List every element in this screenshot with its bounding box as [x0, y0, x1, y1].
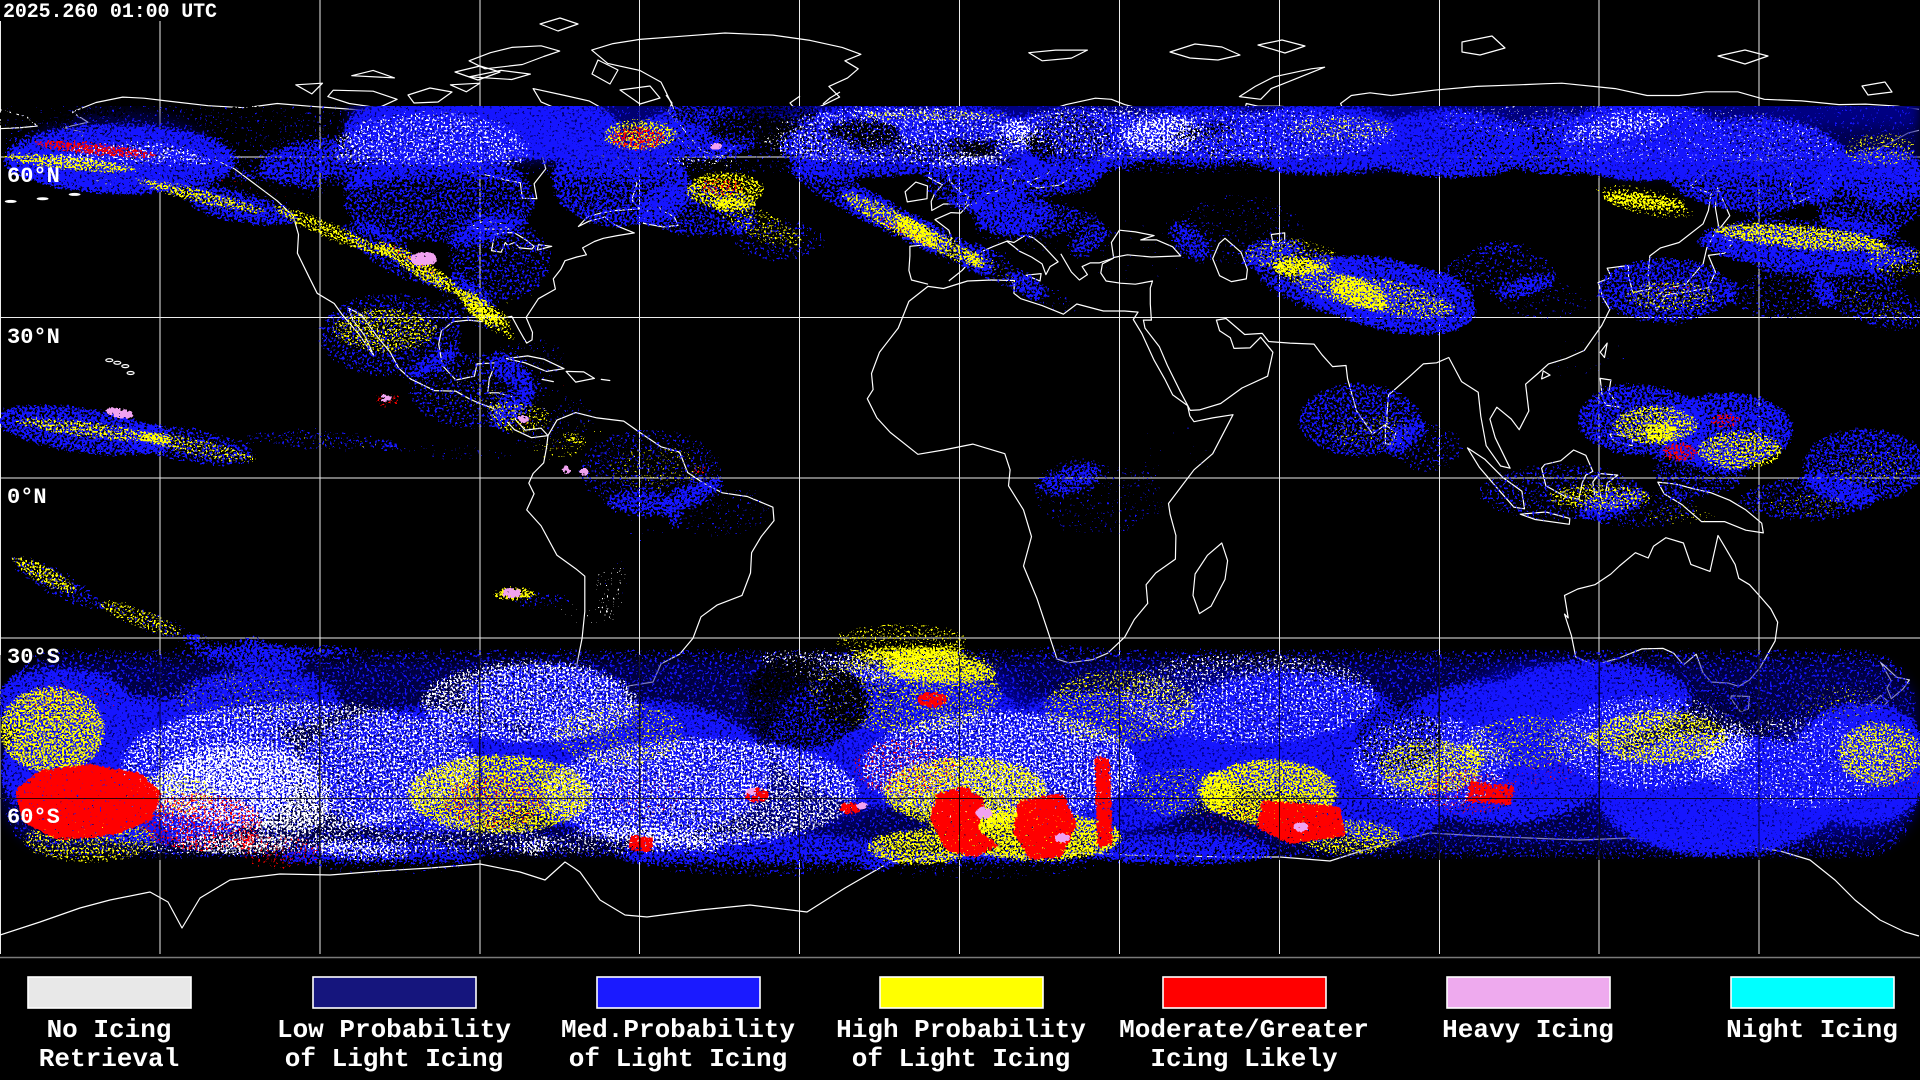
svg-text:Low Probability: Low Probability [277, 1015, 511, 1045]
svg-text:0°N: 0°N [7, 485, 47, 510]
svg-text:30°N: 30°N [7, 325, 60, 350]
svg-text:60°S: 60°S [7, 805, 60, 830]
svg-text:Moderate/Greater: Moderate/Greater [1119, 1015, 1369, 1045]
svg-text:Med.Probability: Med.Probability [561, 1015, 795, 1045]
svg-text:High Probability: High Probability [836, 1015, 1086, 1045]
svg-text:No Icing: No Icing [47, 1015, 172, 1045]
svg-text:of Light Icing: of Light Icing [569, 1044, 787, 1074]
svg-text:Night Icing: Night Icing [1726, 1015, 1898, 1045]
svg-text:2025.260 01:00 UTC: 2025.260 01:00 UTC [3, 1, 217, 24]
svg-text:Icing Likely: Icing Likely [1150, 1044, 1338, 1074]
svg-text:of Light Icing: of Light Icing [852, 1044, 1070, 1074]
svg-text:30°S: 30°S [7, 645, 60, 670]
svg-text:of Light Icing: of Light Icing [285, 1044, 503, 1074]
svg-text:60°N: 60°N [7, 164, 60, 189]
svg-text:Retrieval: Retrieval [39, 1044, 179, 1074]
svg-text:Heavy Icing: Heavy Icing [1442, 1015, 1614, 1045]
